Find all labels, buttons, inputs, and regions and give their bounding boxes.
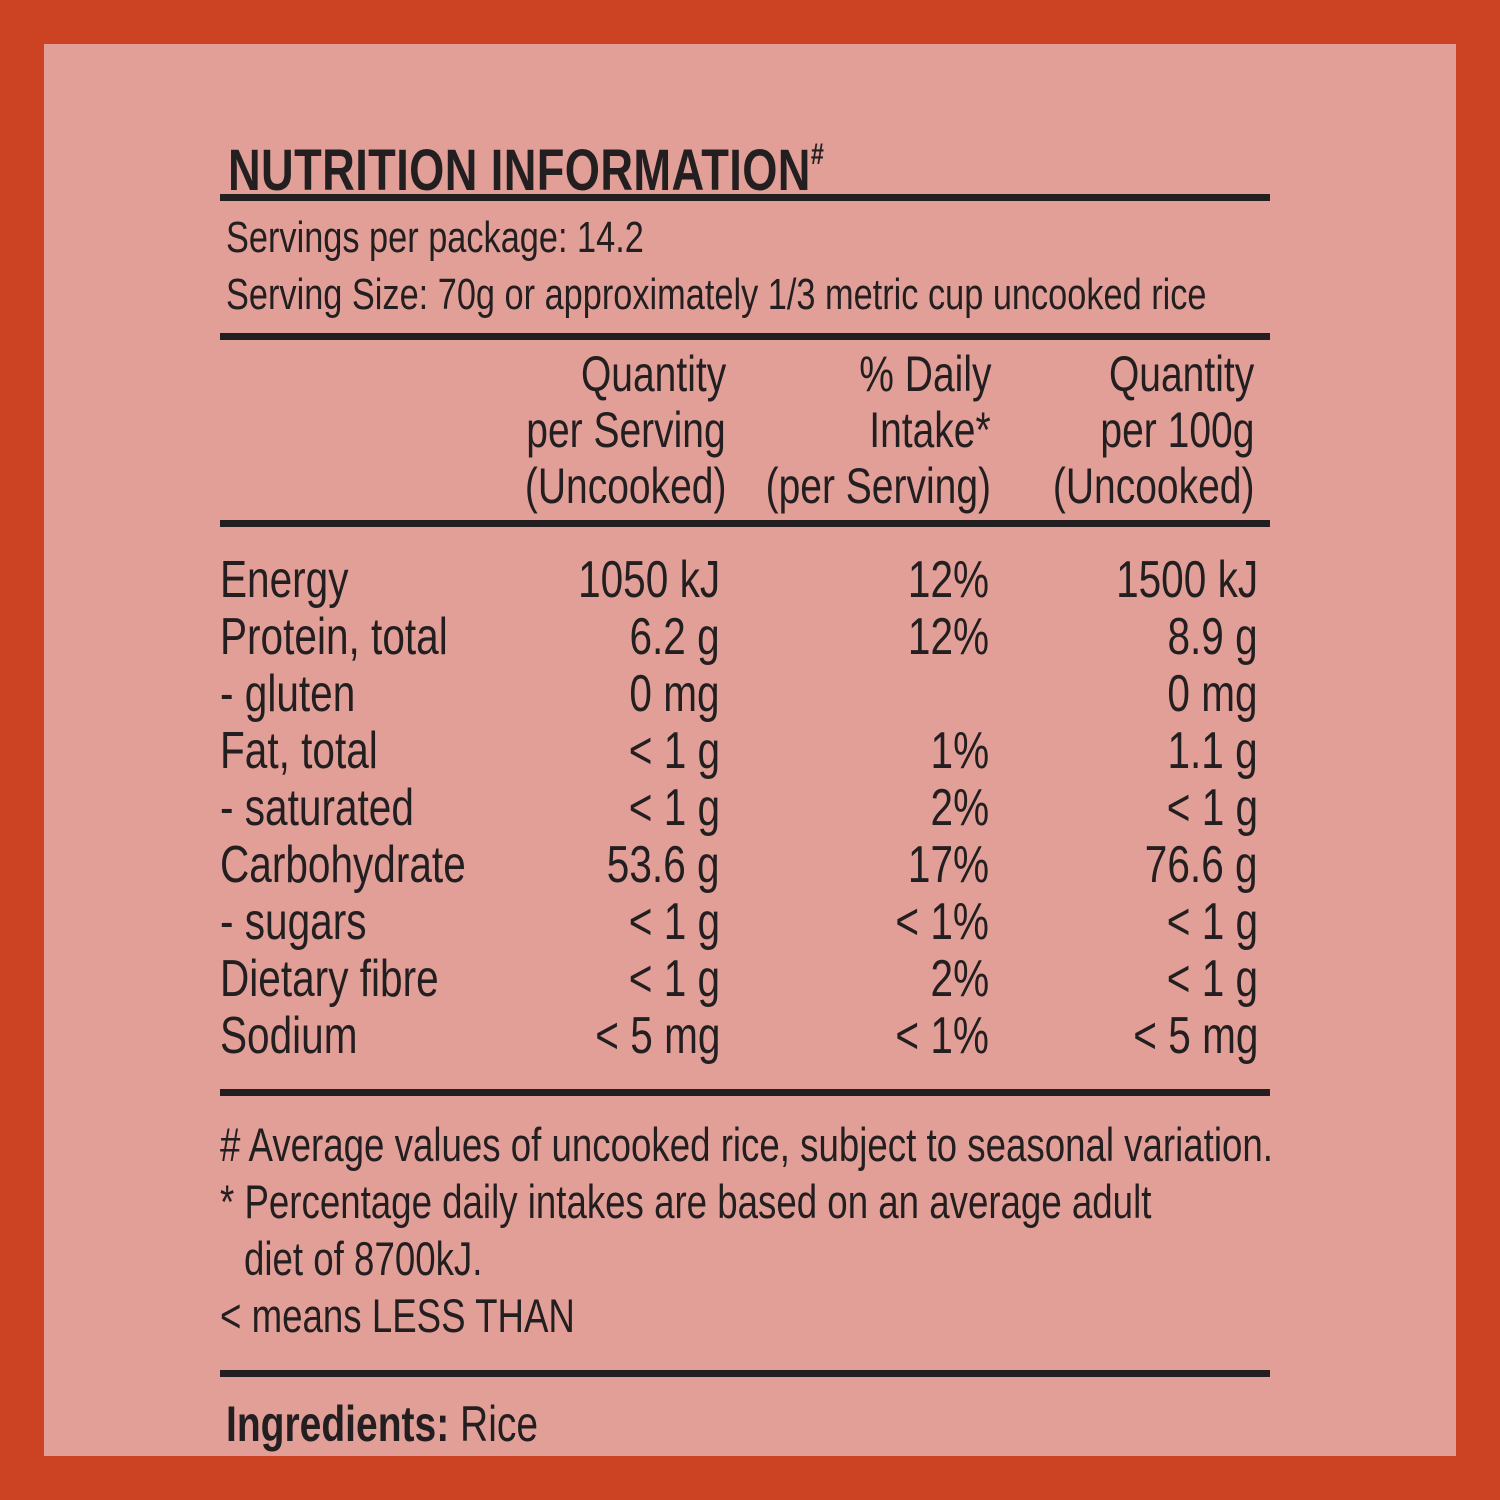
per-100g-value: < 5 mg xyxy=(1132,1007,1258,1065)
footnote-average: # Average values of uncooked rice, subje… xyxy=(220,1118,1273,1171)
nutrient-row: - saturated < 1 g 2% < 1 g xyxy=(220,780,1270,837)
daily-intake-value: 2% xyxy=(930,779,989,837)
nutrient-name: Dietary fibre xyxy=(220,950,439,1008)
nutrient-name: - gluten xyxy=(220,665,356,723)
divider xyxy=(220,1370,1270,1377)
per-100g-value: 8.9 g xyxy=(1167,608,1258,666)
ingredients-label: Ingredients: xyxy=(226,1396,450,1452)
per-serving-value: < 1 g xyxy=(628,893,720,951)
per-serving-value: 0 mg xyxy=(629,665,720,723)
per-serving-value: 6.2 g xyxy=(629,608,720,666)
ingredients: Ingredients: Rice xyxy=(226,1394,626,1454)
nutrient-table: Energy 1050 kJ 12% 1500 kJ Protein, tota… xyxy=(220,552,1270,1065)
nutrient-name: Protein, total xyxy=(220,608,448,666)
per-serving-value: 1050 kJ xyxy=(577,551,720,609)
nutrient-name: Energy xyxy=(220,551,349,609)
nutrient-name: Sodium xyxy=(220,1007,358,1065)
daily-intake-value: 17% xyxy=(907,836,989,894)
divider xyxy=(220,1089,1270,1096)
column-header-daily-intake: % Daily Intake* (per Serving) xyxy=(765,346,991,514)
nutrient-row: - gluten 0 mg 0 mg xyxy=(220,666,1270,723)
nutrient-row: Carbohydrate 53.6 g 17% 76.6 g xyxy=(220,837,1270,894)
nutrient-row: Energy 1050 kJ 12% 1500 kJ xyxy=(220,552,1270,609)
divider xyxy=(220,333,1270,340)
ingredients-value: Rice xyxy=(460,1396,539,1452)
daily-intake-value: 2% xyxy=(930,950,989,1008)
nutrient-row: Protein, total 6.2 g 12% 8.9 g xyxy=(220,609,1270,666)
daily-intake-value: 1% xyxy=(930,722,989,780)
title-footnote-mark: # xyxy=(810,138,825,171)
footnote-percentage: * Percentage daily intakes are based on … xyxy=(220,1175,1152,1228)
column-header-per-serving: Quantity per Serving (Uncooked) xyxy=(524,346,726,514)
nutrient-name: - saturated xyxy=(220,779,414,837)
per-serving-value: < 5 mg xyxy=(594,1007,720,1065)
nutrient-row: Dietary fibre < 1 g 2% < 1 g xyxy=(220,951,1270,1008)
per-100g-value: 0 mg xyxy=(1167,665,1258,723)
serving-size: Serving Size: 70g or approximately 1/3 m… xyxy=(226,270,1207,319)
nutrient-row: Sodium < 5 mg < 1% < 5 mg xyxy=(220,1008,1270,1065)
per-100g-value: < 1 g xyxy=(1166,779,1258,837)
daily-intake-value: < 1% xyxy=(895,1007,989,1065)
footnote-less-than: < means LESS THAN xyxy=(220,1289,575,1342)
per-100g-value: 76.6 g xyxy=(1145,836,1258,894)
column-header-per-100g: Quantity per 100g (Uncooked) xyxy=(1052,346,1254,514)
divider xyxy=(220,194,1270,201)
per-serving-value: 53.6 g xyxy=(607,836,720,894)
nutrient-name: - sugars xyxy=(220,893,367,951)
per-100g-value: < 1 g xyxy=(1166,950,1258,1008)
nutrient-row: - sugars < 1 g < 1% < 1 g xyxy=(220,894,1270,951)
nutrient-name: Fat, total xyxy=(220,722,378,780)
per-serving-value: < 1 g xyxy=(628,950,720,1008)
nutrient-name: Carbohydrate xyxy=(220,836,466,894)
nutrition-panel: NUTRITION INFORMATION# Servings per pack… xyxy=(44,44,1456,1456)
nutrition-title: NUTRITION INFORMATION# xyxy=(228,122,992,204)
daily-intake-value: 12% xyxy=(907,551,989,609)
servings-per-package: Servings per package: 14.2 xyxy=(226,213,644,262)
per-100g-value: 1.1 g xyxy=(1167,722,1258,780)
daily-intake-value: < 1% xyxy=(895,893,989,951)
per-100g-value: < 1 g xyxy=(1166,893,1258,951)
nutrient-row: Fat, total < 1 g 1% 1.1 g xyxy=(220,723,1270,780)
per-100g-value: 1500 kJ xyxy=(1115,551,1258,609)
per-serving-value: < 1 g xyxy=(628,779,720,837)
per-serving-value: < 1 g xyxy=(628,722,720,780)
footnotes: # Average values of uncooked rice, subje… xyxy=(220,1116,1500,1344)
divider xyxy=(220,520,1270,527)
daily-intake-value: 12% xyxy=(907,608,989,666)
title-text: NUTRITION INFORMATION xyxy=(228,138,811,203)
footnote-percentage-cont: diet of 8700kJ. xyxy=(244,1232,483,1285)
